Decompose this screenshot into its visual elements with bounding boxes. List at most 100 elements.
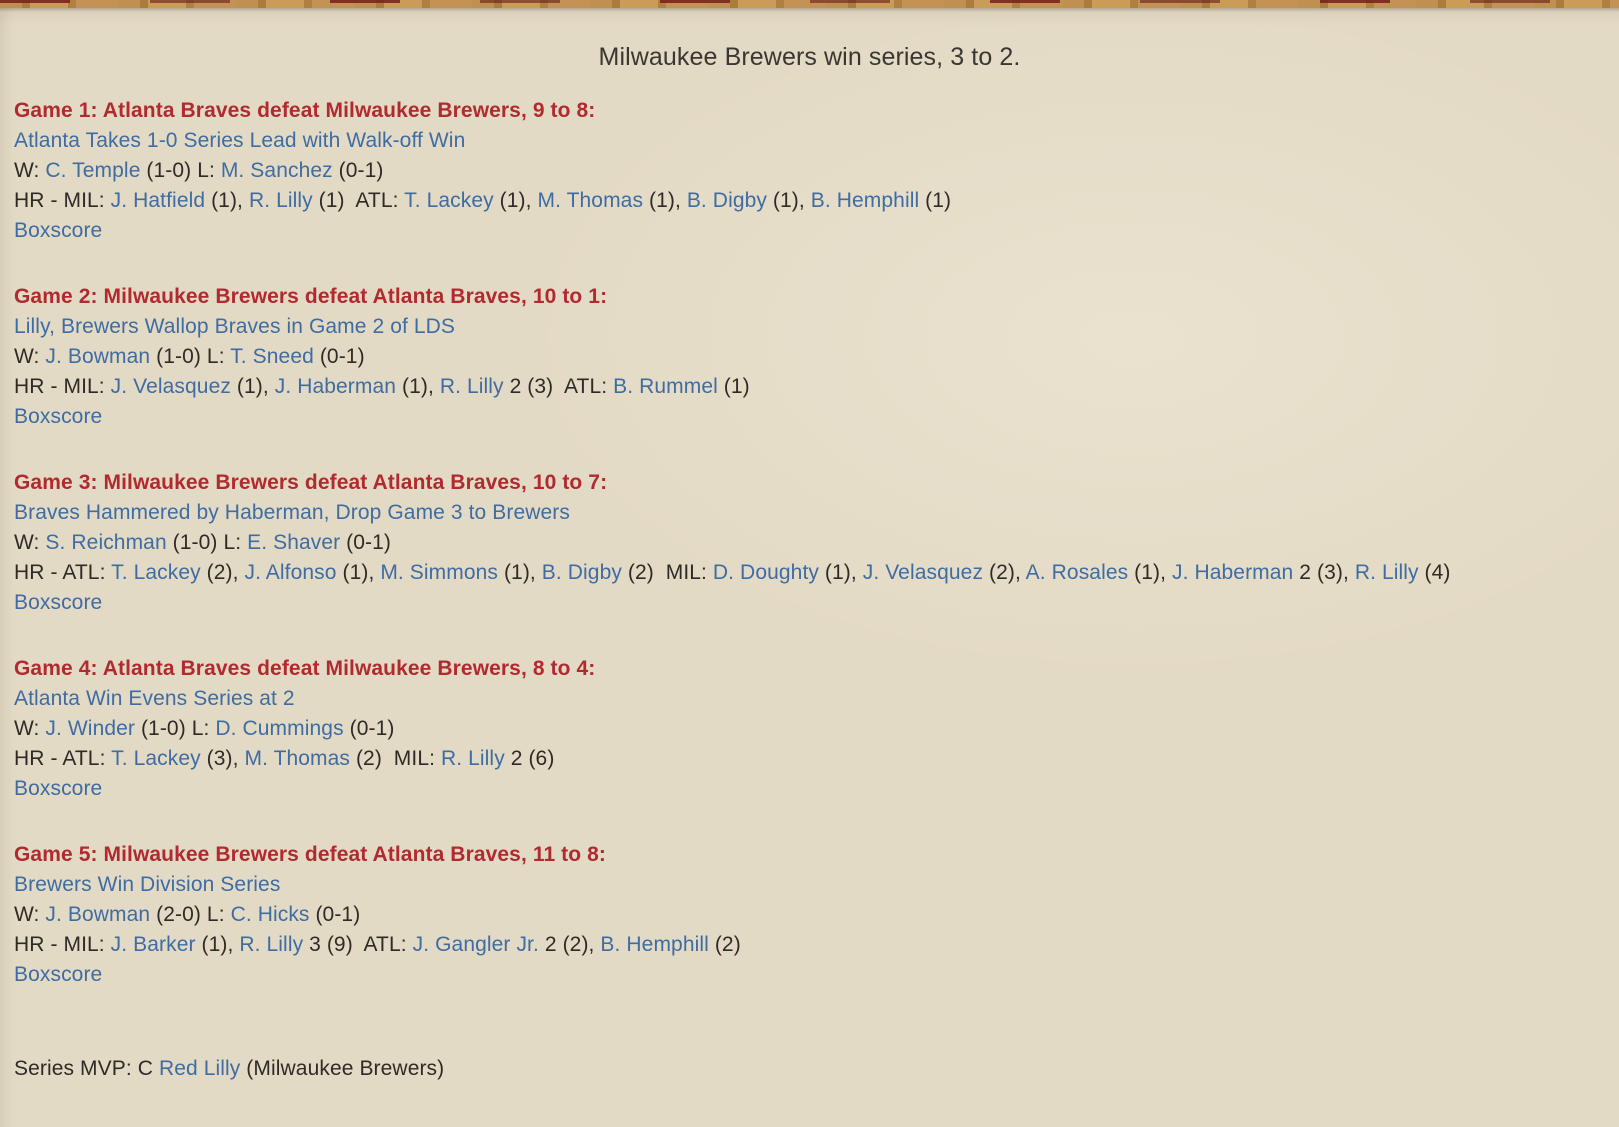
inline-text: (1),: [336, 561, 381, 584]
pitching-decisions-line: W: S. Reichman (1-0) L: E. Shaver (0-1): [14, 528, 1574, 558]
inline-text: (0-1): [332, 159, 384, 182]
game-summary-2: Game 2: Milwaukee Brewers defeat Atlanta…: [14, 282, 1605, 432]
inline-text: (2),: [200, 561, 245, 584]
player-link[interactable]: Red Lilly: [158, 1057, 241, 1080]
game-header: Game 5: Milwaukee Brewers defeat Atlanta…: [14, 843, 606, 866]
inline-text: (1) ATL:: [312, 189, 405, 212]
player-link[interactable]: J. Velasquez: [862, 561, 984, 584]
game-headline-link[interactable]: Lilly, Brewers Wallop Braves in Game 2 o…: [14, 315, 455, 338]
pitching-decisions-line: W: J. Bowman (1-0) L: T. Sneed (0-1): [14, 342, 1574, 372]
game-headline-link[interactable]: Brewers Win Division Series: [14, 873, 281, 896]
player-link[interactable]: D. Cummings: [215, 717, 344, 740]
inline-text: (1),: [818, 561, 863, 584]
player-link[interactable]: C. Hicks: [230, 903, 310, 926]
inline-text: 2 (3),: [1293, 561, 1355, 584]
inline-text: HR - MIL:: [14, 189, 111, 212]
inline-text: Series MVP: C: [14, 1057, 159, 1080]
player-link[interactable]: M. Simmons: [380, 561, 499, 584]
inline-text: (1),: [643, 189, 687, 212]
player-link[interactable]: R. Lilly: [1354, 561, 1419, 584]
pitching-decisions-line: W: C. Temple (1-0) L: M. Sanchez (0-1): [14, 156, 1574, 186]
inline-text: (1-0) L:: [135, 717, 216, 740]
inline-text: HR - ATL:: [14, 747, 112, 770]
inline-text: (1),: [195, 933, 240, 956]
game-summary-1: Game 1: Atlanta Braves defeat Milwaukee …: [14, 96, 1605, 246]
inline-text: (1-0) L:: [140, 159, 221, 182]
game-header: Game 2: Milwaukee Brewers defeat Atlanta…: [14, 285, 608, 308]
player-link[interactable]: A. Rosales: [1025, 561, 1129, 584]
game-headline-link[interactable]: Atlanta Win Evens Series at 2: [14, 687, 295, 710]
inline-text: (0-1): [309, 903, 361, 926]
player-link[interactable]: B. Digby: [686, 189, 767, 212]
inline-text: (Milwaukee Brewers): [240, 1057, 445, 1080]
home-runs-line: HR - MIL: J. Velasquez (1), J. Haberman …: [14, 372, 1574, 402]
player-link[interactable]: M. Sanchez: [220, 159, 333, 182]
game-summary-3: Game 3: Milwaukee Brewers defeat Atlanta…: [14, 468, 1605, 618]
player-link[interactable]: T. Lackey: [111, 561, 201, 584]
inline-text: W:: [14, 159, 46, 182]
inline-text: (1),: [767, 189, 811, 212]
game-header: Game 3: Milwaukee Brewers defeat Atlanta…: [14, 471, 608, 494]
inline-text: HR - MIL:: [14, 375, 111, 398]
pitching-decisions-line: W: J. Bowman (2-0) L: C. Hicks (0-1): [14, 900, 1574, 930]
player-link[interactable]: T. Lackey: [111, 747, 201, 770]
inline-text: HR - ATL:: [14, 561, 112, 584]
home-runs-line: HR - MIL: J. Hatfield (1), R. Lilly (1) …: [14, 186, 1574, 216]
boxscore-link[interactable]: Boxscore: [14, 219, 103, 242]
boxscore-link[interactable]: Boxscore: [14, 405, 103, 428]
inline-text: (1-0) L:: [150, 345, 231, 368]
inline-text: (2),: [983, 561, 1026, 584]
player-link[interactable]: J. Haberman: [1172, 561, 1294, 584]
player-link[interactable]: B. Hemphill: [600, 933, 709, 956]
player-link[interactable]: R. Lilly: [439, 375, 504, 398]
inline-text: (2) MIL:: [621, 561, 713, 584]
series-summary-content: Game 1: Atlanta Braves defeat Milwaukee …: [0, 96, 1619, 1084]
player-link[interactable]: J. Velasquez: [110, 375, 231, 398]
player-link[interactable]: R. Lilly: [239, 933, 304, 956]
player-link[interactable]: R. Lilly: [440, 747, 505, 770]
inline-text: HR - MIL:: [14, 933, 111, 956]
player-link[interactable]: B. Hemphill: [810, 189, 920, 212]
wood-texture-bar: [0, 0, 1619, 12]
boxscore-link[interactable]: Boxscore: [14, 777, 103, 800]
series-result-title: Milwaukee Brewers win series, 3 to 2.: [598, 43, 1021, 71]
inline-text: W:: [14, 345, 46, 368]
player-link[interactable]: J. Haberman: [274, 375, 397, 398]
player-link[interactable]: S. Reichman: [45, 531, 167, 554]
player-link[interactable]: D. Doughty: [712, 561, 819, 584]
inline-text: (1): [919, 189, 952, 212]
inline-text: W:: [14, 531, 46, 554]
player-link[interactable]: J. Bowman: [45, 903, 151, 926]
player-link[interactable]: J. Hatfield: [110, 189, 206, 212]
game-header: Game 1: Atlanta Braves defeat Milwaukee …: [14, 99, 596, 122]
player-link[interactable]: J. Gangler Jr.: [412, 933, 539, 956]
inline-text: (1),: [1128, 561, 1172, 584]
player-link[interactable]: M. Thomas: [244, 747, 351, 770]
inline-text: (4): [1418, 561, 1451, 584]
boxscore-link[interactable]: Boxscore: [14, 591, 103, 614]
inline-text: (2-0) L:: [150, 903, 231, 926]
player-link[interactable]: T. Sneed: [230, 345, 314, 368]
inline-text: (0-1): [343, 717, 395, 740]
game-summary-4: Game 4: Atlanta Braves defeat Milwaukee …: [14, 654, 1605, 804]
home-runs-line: HR - ATL: T. Lackey (3), M. Thomas (2) M…: [14, 744, 1574, 774]
player-link[interactable]: M. Thomas: [537, 189, 644, 212]
player-link[interactable]: B. Rummel: [613, 375, 718, 398]
player-link[interactable]: E. Shaver: [247, 531, 341, 554]
player-link[interactable]: R. Lilly: [248, 189, 313, 212]
inline-text: 3 (9) ATL:: [303, 933, 413, 956]
player-link[interactable]: T. Lackey: [404, 189, 494, 212]
player-link[interactable]: J. Alfonso: [244, 561, 337, 584]
player-link[interactable]: C. Temple: [45, 159, 141, 182]
game-headline-link[interactable]: Atlanta Takes 1-0 Series Lead with Walk-…: [14, 129, 466, 152]
boxscore-link[interactable]: Boxscore: [14, 963, 103, 986]
player-link[interactable]: J. Barker: [110, 933, 196, 956]
inline-text: (2): [708, 933, 741, 956]
game-headline-link[interactable]: Braves Hammered by Haberman, Drop Game 3…: [14, 501, 570, 524]
player-link[interactable]: B. Digby: [541, 561, 622, 584]
inline-text: 2 (3) ATL:: [503, 375, 614, 398]
inline-text: W:: [14, 903, 46, 926]
player-link[interactable]: J. Winder: [45, 717, 136, 740]
player-link[interactable]: J. Bowman: [45, 345, 151, 368]
home-runs-line: HR - MIL: J. Barker (1), R. Lilly 3 (9) …: [14, 930, 1574, 960]
